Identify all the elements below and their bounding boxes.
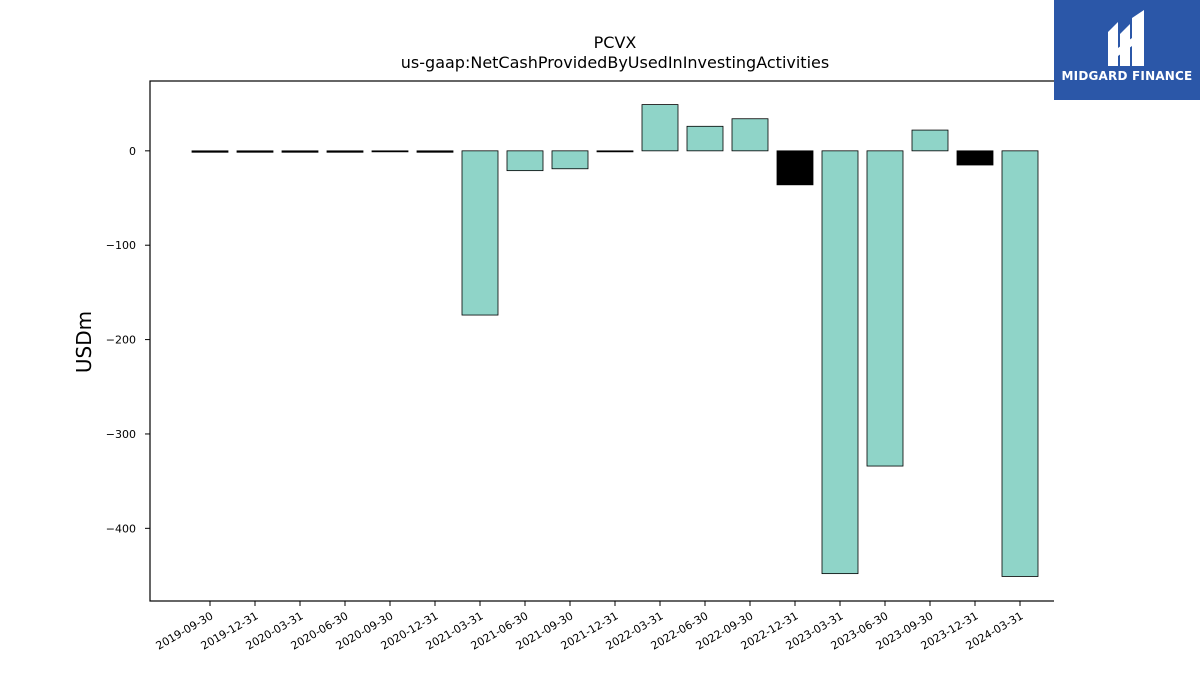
bar: [236, 150, 274, 153]
bar: [596, 150, 634, 153]
plot-area: 0−100−200−300−4002019-09-302019-12-31202…: [106, 104, 1039, 653]
bar: [371, 150, 409, 153]
bar: [731, 118, 769, 152]
plot-frame: [149, 80, 1054, 602]
bar: [821, 150, 859, 575]
bar: [956, 150, 994, 166]
bar: [281, 150, 319, 153]
y-tick-label: 0: [129, 145, 136, 158]
bar: [506, 150, 544, 172]
bar: [416, 150, 454, 153]
y-tick-label: −400: [106, 522, 136, 535]
bar: [776, 150, 814, 186]
bar: [551, 150, 589, 170]
y-tick-label: −300: [106, 428, 136, 441]
bar: [911, 129, 949, 152]
chart-subtitle: us-gaap:NetCashProvidedByUsedInInvesting…: [401, 53, 829, 72]
chart-title: PCVX: [594, 33, 637, 52]
bar: [641, 104, 679, 152]
midgard-finance-logo: MIDGARD FINANCE: [1054, 0, 1200, 100]
logo-text: MIDGARD FINANCE: [1061, 69, 1193, 83]
bar: [686, 125, 724, 152]
bar: [461, 150, 499, 316]
y-tick-label: −200: [106, 334, 136, 347]
bar: [326, 150, 364, 153]
bar-chart: PCVX us-gaap:NetCashProvidedByUsedInInve…: [72, 33, 1054, 653]
y-tick-label: −100: [106, 239, 136, 252]
logo-mark-icon: [1108, 10, 1144, 66]
y-axis-label: USDm: [72, 311, 96, 373]
bar: [1001, 150, 1039, 577]
bar: [191, 150, 229, 153]
bar: [866, 150, 904, 467]
